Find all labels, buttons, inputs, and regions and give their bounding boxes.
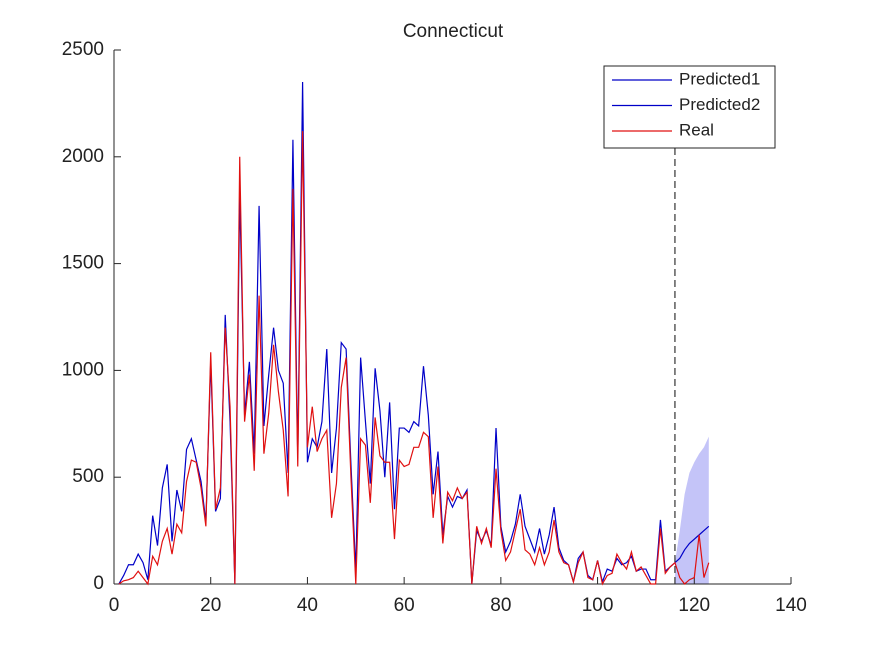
x-tick-label: 140: [775, 595, 807, 616]
y-tick-label: 2000: [62, 146, 104, 167]
y-tick-label: 1000: [62, 359, 104, 380]
legend-label: Predicted2: [679, 95, 760, 114]
chart-title: Connecticut: [403, 21, 504, 42]
legend-label: Real: [679, 120, 714, 139]
x-tick-label: 20: [200, 595, 221, 616]
confidence-band: [674, 436, 709, 584]
x-tick-label: 60: [394, 595, 415, 616]
series-line: [118, 131, 710, 586]
x-tick-label: 100: [582, 595, 614, 616]
x-tick-label: 120: [678, 595, 710, 616]
legend: Predicted1 Predicted2 Real: [603, 65, 776, 149]
x-tick-label: 0: [109, 595, 120, 616]
y-tick-label: 500: [72, 466, 104, 487]
x-tick-label: 40: [297, 595, 318, 616]
y-tick-label: 2500: [62, 39, 104, 60]
legend-label: Predicted1: [679, 69, 760, 88]
x-tick-label: 80: [490, 595, 511, 616]
series-line: [674, 525, 710, 564]
y-tick-label: 0: [93, 573, 104, 594]
y-tick-label: 1500: [62, 253, 104, 274]
